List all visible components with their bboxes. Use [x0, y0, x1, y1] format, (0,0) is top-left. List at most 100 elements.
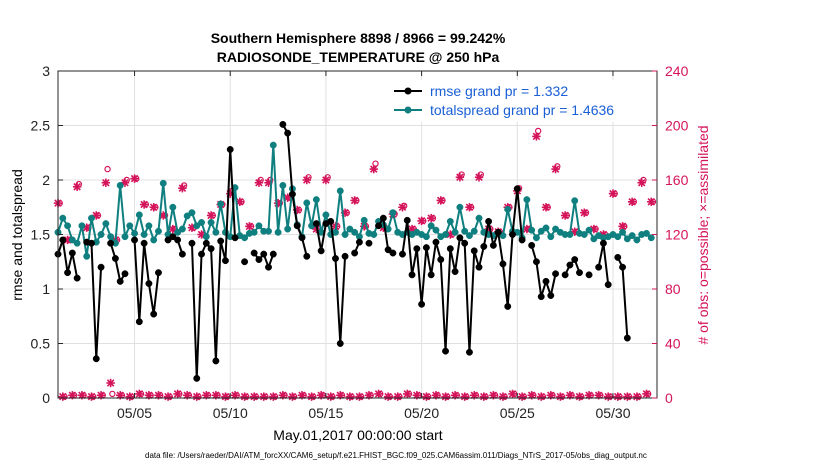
obs-assimilated-point — [278, 391, 288, 400]
series-point — [466, 232, 473, 240]
obs-layer — [53, 127, 657, 401]
x-axis: 05/05 05/10 05/15 05/20 05/25 05/30 — [117, 71, 631, 421]
series-point — [169, 233, 177, 241]
series-point — [375, 222, 383, 230]
series-point — [389, 209, 397, 217]
series-point — [336, 187, 344, 195]
series-point — [623, 235, 631, 243]
series-point — [475, 263, 483, 271]
obs-assimilated-point — [556, 392, 565, 401]
series-point — [260, 250, 268, 258]
series-point — [174, 228, 182, 236]
obs-assimilated-point — [154, 391, 163, 400]
obs-assimilated-point — [422, 392, 431, 401]
obs-assimilated-point — [537, 392, 546, 401]
series-point — [408, 271, 416, 279]
series-point — [542, 224, 550, 232]
obs-assimilated-point — [163, 392, 173, 401]
obs-assimilated-point — [580, 208, 589, 217]
series-point — [255, 222, 263, 230]
series-layer — [54, 120, 655, 382]
series-point — [265, 263, 272, 271]
series-point — [131, 236, 138, 244]
series-point — [595, 263, 603, 271]
series-point — [64, 222, 72, 230]
series-point — [107, 239, 115, 247]
obs-assimilated-point — [455, 173, 465, 182]
series-point — [351, 249, 359, 257]
obs-assimilated-point — [603, 392, 613, 401]
y-axis-left: 0 0.5 1 1.5 2 2.5 3 — [31, 63, 63, 406]
obs-assimilated-point — [575, 392, 584, 401]
series-point — [102, 220, 110, 228]
series-point — [427, 271, 435, 279]
legend-marker-totalspread — [404, 106, 412, 114]
series-point — [73, 239, 81, 247]
series-point — [432, 238, 440, 246]
series-point — [341, 231, 349, 238]
obs-assimilated-point — [221, 392, 230, 401]
series-point — [298, 234, 306, 242]
y-right-tick-label: 160 — [665, 172, 689, 188]
obs-assimilated-point — [178, 183, 187, 193]
series-point — [528, 241, 536, 249]
obs-assimilated-point — [173, 389, 182, 399]
series-point — [145, 280, 153, 287]
series-point — [212, 228, 220, 236]
series-point — [88, 214, 95, 222]
series-point — [571, 256, 579, 264]
series-point — [59, 236, 67, 244]
obs-assimilated-point — [206, 211, 216, 220]
series-point — [312, 220, 320, 228]
series-point — [489, 241, 497, 249]
series-point — [346, 225, 354, 233]
obs-assimilated-point — [269, 392, 278, 401]
obs-assimilated-point — [374, 389, 383, 399]
series-point — [164, 236, 172, 244]
legend: rmse grand pr = 1.332 totalspread grand … — [388, 80, 654, 122]
obs-assimilated-point — [398, 203, 407, 212]
series-point — [466, 348, 473, 356]
obs-assimilated-point — [498, 392, 508, 401]
series-point — [518, 236, 526, 244]
series-point — [241, 234, 249, 242]
obs-assimilated-point — [403, 389, 412, 399]
y-axis-right: 0 40 80 120 160 200 240 — [652, 63, 689, 406]
obs-assimilated-point — [68, 391, 77, 400]
series-point — [255, 256, 263, 264]
series-point — [303, 252, 311, 260]
series-point — [341, 252, 349, 260]
series-point — [178, 225, 186, 233]
series-point — [599, 239, 607, 247]
series-point — [231, 234, 239, 242]
obs-assimilated-point — [249, 392, 259, 401]
obs-assimilated-point — [259, 392, 268, 401]
series-point — [355, 238, 363, 246]
obs-assimilated-point — [106, 378, 115, 388]
obs-assimilated-point — [125, 392, 134, 401]
series-point — [188, 209, 196, 217]
series-point — [336, 340, 344, 347]
series-point — [432, 226, 440, 234]
series-point — [312, 196, 320, 204]
obs-assimilated-point — [288, 392, 297, 401]
series-point — [619, 228, 627, 236]
legend-marker-rmse — [404, 87, 412, 95]
series-point — [207, 219, 215, 226]
series-line-segment — [190, 148, 237, 380]
series-point — [97, 263, 105, 271]
y-tick-label: 1.5 — [31, 227, 51, 243]
series-point — [628, 232, 636, 240]
y-tick-label: 0.5 — [31, 336, 51, 352]
series-point — [504, 205, 512, 213]
series-point — [332, 255, 339, 262]
obs-assimilated-point — [350, 196, 359, 205]
series-point — [111, 255, 119, 262]
series-point — [442, 347, 449, 355]
obs-assimilated-point — [647, 197, 656, 206]
series-point — [504, 302, 512, 310]
obs-assimilated-point — [627, 197, 637, 206]
series-point — [643, 229, 650, 237]
series-point — [274, 228, 282, 236]
series-point — [174, 236, 182, 244]
